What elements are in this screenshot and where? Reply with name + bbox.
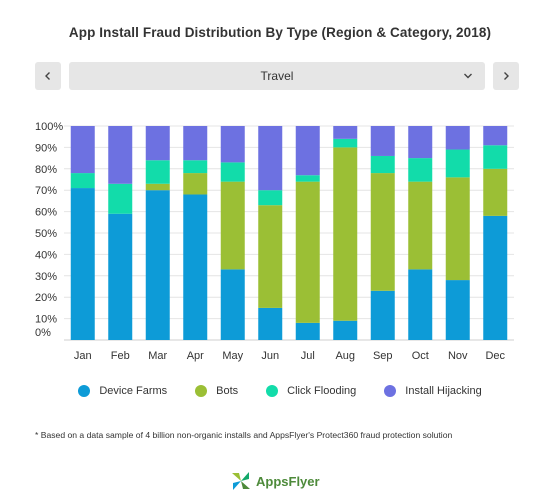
x-tick-label: Oct [412,350,429,362]
bar-segment-click-flooding[interactable] [145,160,170,184]
legend-item-device-farms[interactable]: Device Farms [78,385,167,397]
y-tick-label: 40% [35,249,57,261]
bar-segment-bots[interactable] [483,168,508,216]
x-tick-label: Apr [187,350,204,362]
bar-segment-bots[interactable] [295,181,320,323]
appsflyer-logo: AppsFlyer [229,469,320,493]
y-tick-label: 50% [35,228,57,240]
bar-segment-bots[interactable] [220,181,245,270]
legend-item-install-hijacking[interactable]: Install Hijacking [384,385,482,397]
bar-segment-install-hijacking[interactable] [70,126,95,174]
bar-segment-click-flooding[interactable] [483,145,508,169]
x-tick-label: May [222,350,243,362]
x-tick-label: Mar [148,350,167,362]
legend-swatch [195,385,208,397]
bar-segment-device-farms[interactable] [483,215,508,340]
bar-segment-click-flooding[interactable] [108,183,133,214]
y-tick-label: 20% [35,292,57,304]
next-button[interactable] [493,62,519,90]
bar-segment-click-flooding[interactable] [445,149,470,178]
logo-text: AppsFlyer [256,473,320,489]
legend-label: Install Hijacking [405,385,482,397]
chart-legend: Device Farms Bots Click Flooding Install Hi… [0,381,560,401]
x-tick-label: Sep [373,350,393,362]
x-tick-label: Feb [111,350,130,362]
bar-segment-click-flooding[interactable] [258,190,283,206]
bar-segment-install-hijacking[interactable] [108,126,133,184]
bar-segment-bots[interactable] [408,181,433,270]
chevron-left-icon [45,72,50,80]
bar-segment-install-hijacking[interactable] [333,126,358,139]
legend-label: Bots [216,385,239,397]
bar-segment-install-hijacking[interactable] [220,126,245,163]
bar-segment-device-farms[interactable] [445,280,470,340]
bar-segment-bots[interactable] [445,177,470,281]
previous-button[interactable] [35,62,61,90]
chart-title: App Install Fraud Distribution By Type (… [68,25,492,40]
legend-item-click-flooding[interactable]: Click Flooding [266,385,356,397]
bar-segment-click-flooding[interactable] [183,160,208,174]
category-select[interactable]: Travel [69,62,485,90]
bar-segment-install-hijacking[interactable] [258,126,283,191]
bar-segment-bots[interactable] [370,173,395,291]
y-tick-label: 30% [35,271,57,283]
y-tick-label: 0% [35,327,51,339]
chevron-right-icon [504,72,509,80]
chevron-down-icon [464,73,472,79]
bar-segment-click-flooding[interactable] [70,173,95,189]
x-tick-label: Jul [301,350,315,362]
bar-segment-install-hijacking[interactable] [370,126,395,156]
bar-segment-device-farms[interactable] [408,269,433,340]
bar-segment-device-farms[interactable] [333,320,358,340]
bar-segment-click-flooding[interactable] [220,162,245,182]
bar-segment-install-hijacking[interactable] [183,126,208,161]
x-tick-label: Jun [261,350,279,362]
bar-segment-click-flooding[interactable] [408,158,433,182]
x-tick-label: Dec [485,350,505,362]
bar-segment-device-farms[interactable] [108,213,133,340]
appsflyer-logo-icon [232,472,250,490]
y-tick-label: 80% [35,164,57,176]
x-tick-label: Aug [335,350,355,362]
legend-item-bots[interactable]: Bots [195,385,238,397]
bar-segment-device-farms[interactable] [220,269,245,340]
bar-segment-device-farms[interactable] [370,290,395,340]
y-tick-label: 90% [35,142,57,154]
y-tick-label: 70% [35,185,57,197]
bar-segment-device-farms[interactable] [70,188,95,340]
bar-segment-bots[interactable] [333,147,358,321]
bar-segment-device-farms[interactable] [145,190,170,340]
category-select-value: Travel [260,69,294,83]
y-tick-label: 100% [35,121,63,133]
y-tick-label: 10% [35,314,57,326]
footnote: * Based on a data sample of 4 billion no… [35,430,453,440]
legend-label: Device Farms [99,385,168,397]
legend-swatch [384,385,397,397]
legend-label: Click Flooding [287,385,357,397]
stacked-bar-chart: 0%10% 20% 30% 40% 50% 60% 70% 80% 90% 100% Jan Feb M… [35,121,514,362]
bar-segment-install-hijacking[interactable] [445,126,470,150]
bar-segment-device-farms[interactable] [295,322,320,340]
bar-segment-device-farms[interactable] [183,194,208,340]
x-tick-label: Nov [448,350,468,362]
bar-segment-bots[interactable] [145,183,170,191]
y-tick-label: 60% [35,207,57,219]
bar-segment-install-hijacking[interactable] [483,126,508,146]
bar-segment-bots[interactable] [258,205,283,308]
bar-segment-click-flooding[interactable] [333,138,358,148]
x-tick-label: Jan [74,350,92,362]
bar-segment-install-hijacking[interactable] [295,126,320,176]
bar-segment-click-flooding[interactable] [295,175,320,182]
legend-swatch [266,385,279,397]
legend-swatch [78,385,91,397]
bar-segment-install-hijacking[interactable] [145,126,170,161]
bar-segment-click-flooding[interactable] [370,155,395,174]
bar-segment-install-hijacking[interactable] [408,126,433,159]
bar-segment-bots[interactable] [183,173,208,195]
bar-segment-device-farms[interactable] [258,307,283,340]
